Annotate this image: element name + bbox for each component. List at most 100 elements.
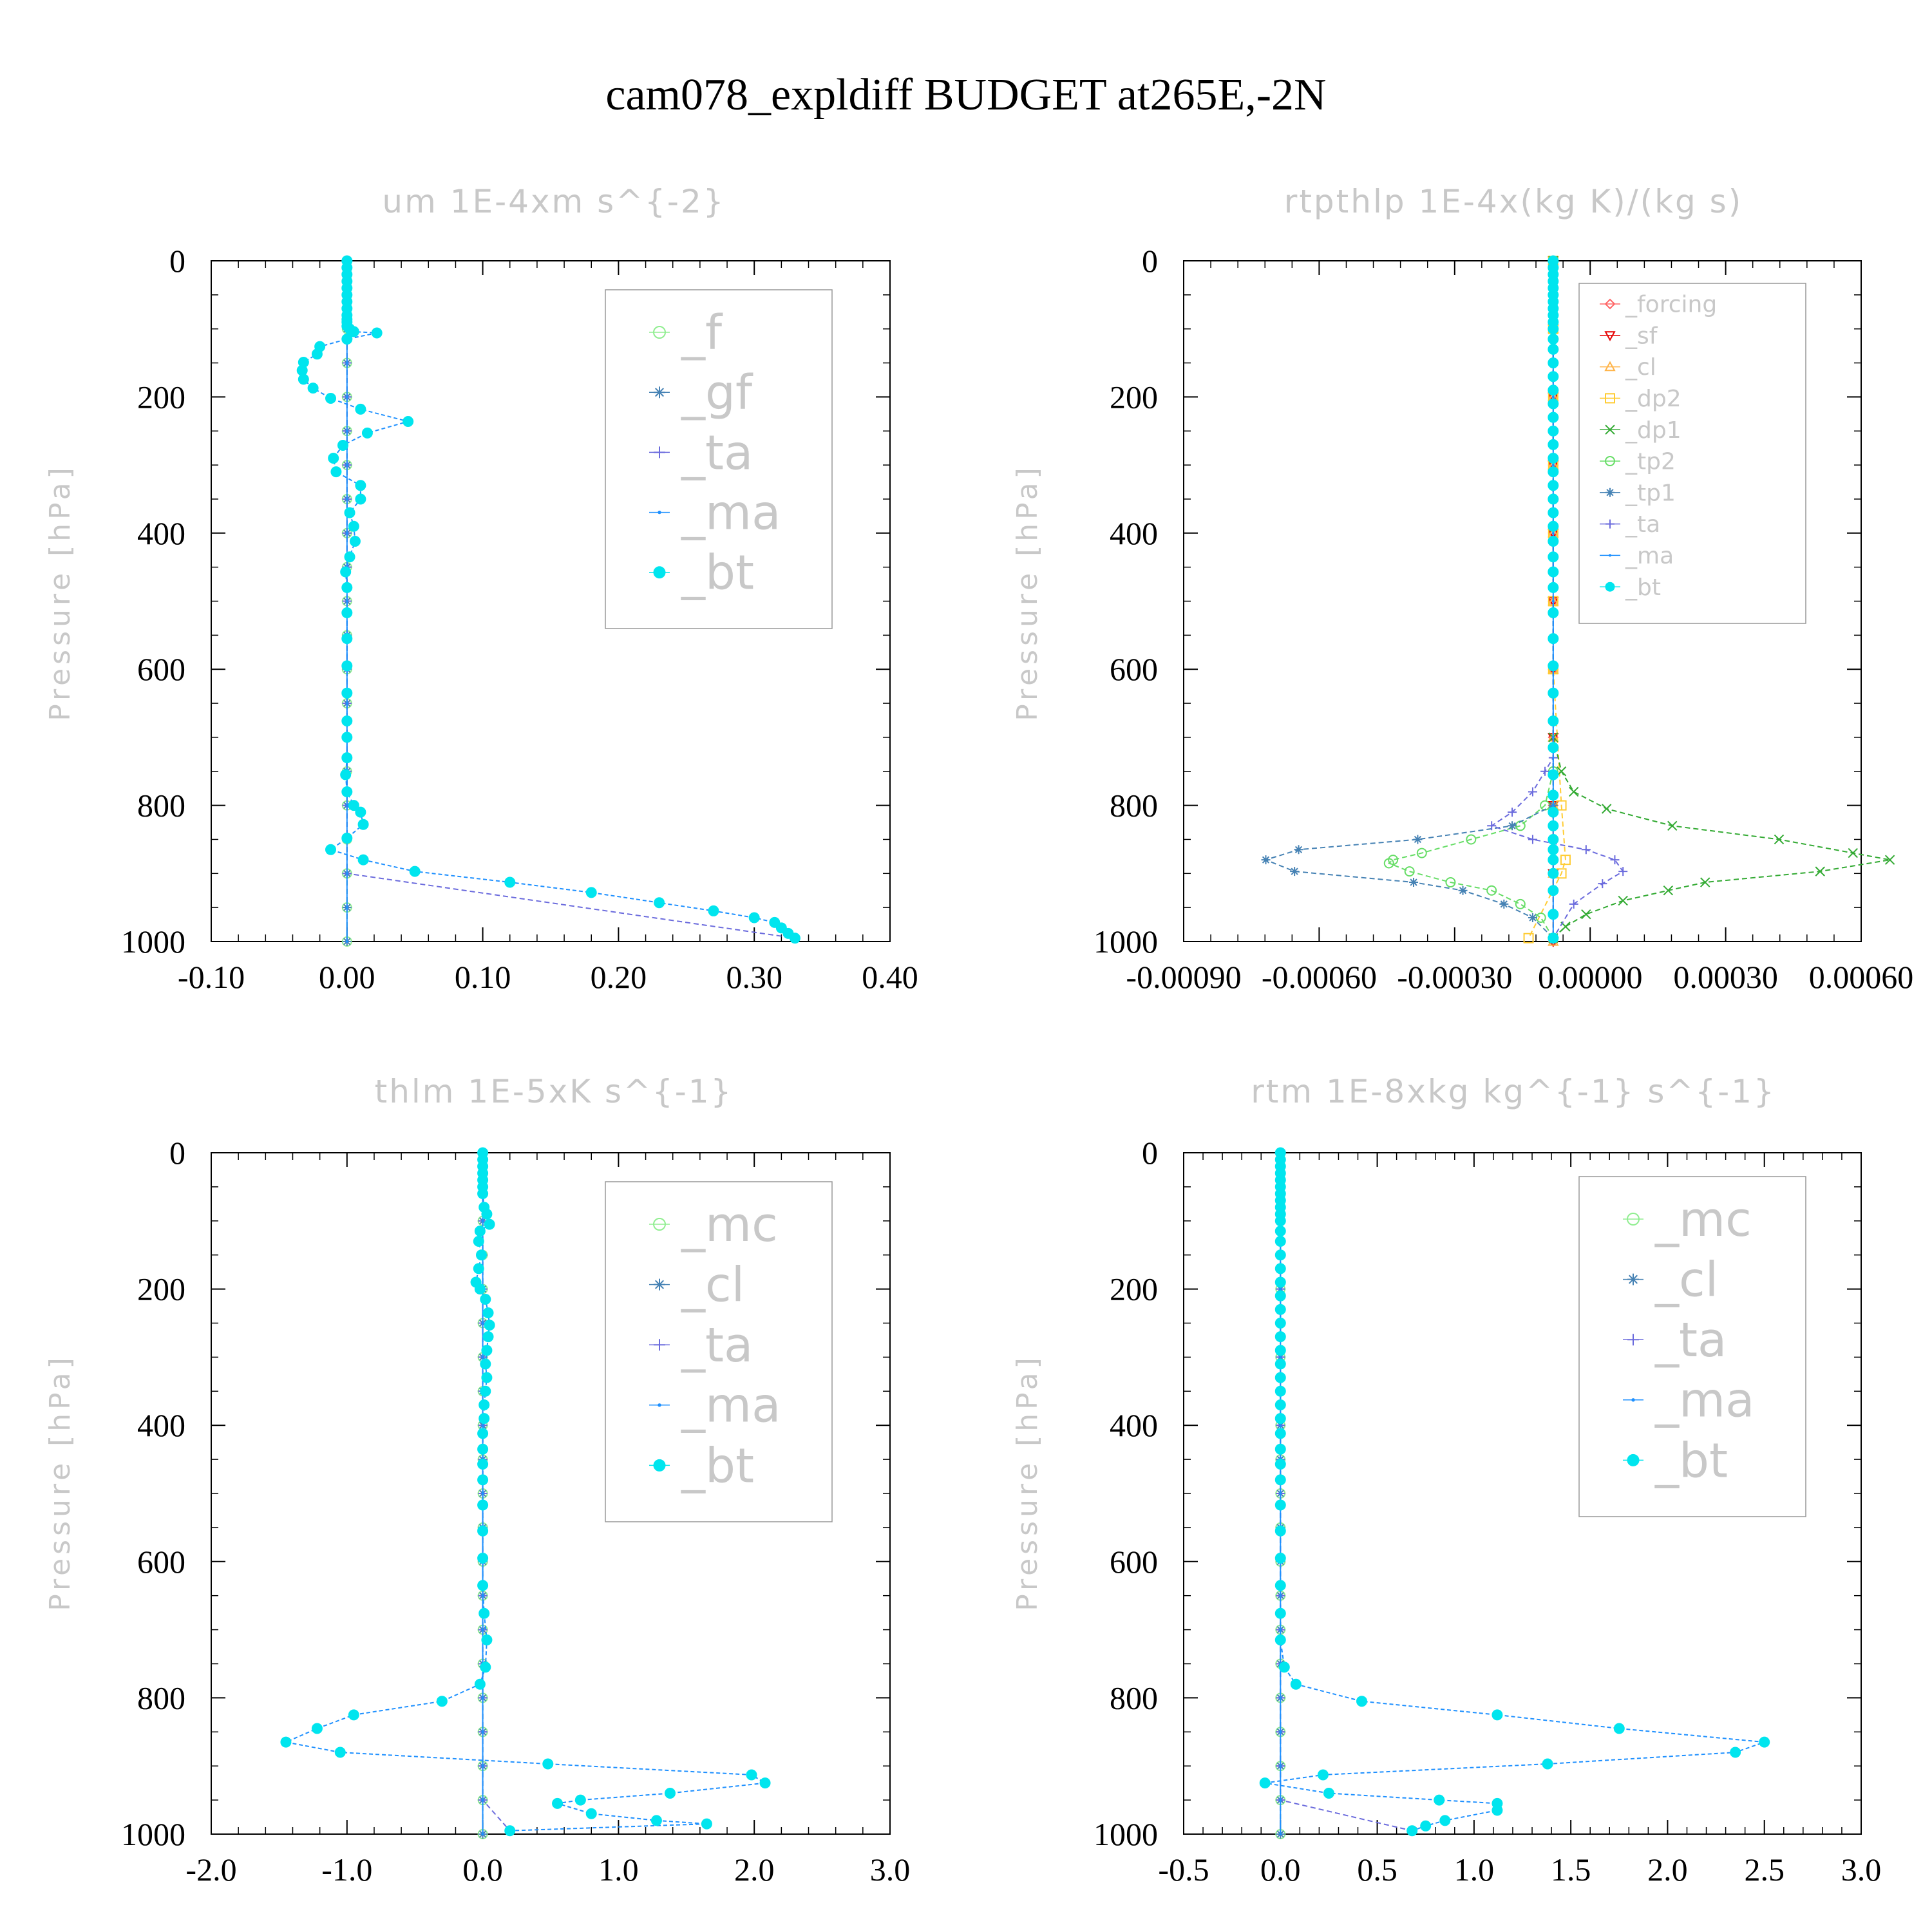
data-point	[1548, 334, 1559, 345]
data-point	[1323, 1788, 1334, 1799]
x-tick-label: -0.00060	[1262, 959, 1377, 995]
legend-label: _ma	[681, 486, 781, 541]
data-point	[1581, 909, 1591, 920]
data-point	[341, 660, 353, 672]
data-point	[341, 633, 353, 645]
data-point	[1439, 1815, 1451, 1826]
data-point	[542, 1758, 554, 1770]
data-point	[1528, 787, 1537, 797]
data-point	[1274, 1345, 1286, 1356]
data-point	[345, 701, 348, 705]
data-point	[1274, 1318, 1286, 1329]
data-point	[1274, 1607, 1286, 1619]
data-point	[1416, 848, 1427, 858]
data-point	[341, 582, 353, 593]
data-point	[1528, 835, 1537, 844]
data-point	[759, 1777, 771, 1789]
series-line	[1264, 261, 1554, 939]
data-point	[1274, 1474, 1286, 1486]
data-point	[1508, 808, 1517, 817]
data-point	[481, 1799, 484, 1802]
legend-label: _ta	[1625, 511, 1660, 538]
legend-marker	[653, 1218, 666, 1231]
legend-box	[605, 289, 833, 629]
data-point	[481, 1765, 484, 1768]
data-point	[481, 1372, 493, 1383]
data-point	[481, 1832, 484, 1836]
legend-label: _bt	[681, 545, 754, 601]
y-tick-label: 1000	[1094, 1816, 1158, 1852]
data-point	[1274, 1372, 1286, 1383]
y-tick-label: 0	[1142, 1135, 1158, 1171]
data-point	[348, 520, 359, 532]
data-point	[1317, 1769, 1329, 1781]
data-point	[1548, 582, 1559, 593]
data-point	[481, 1345, 493, 1356]
data-point	[357, 819, 369, 830]
series-bt	[280, 1147, 771, 1837]
legend-label: _f	[681, 305, 723, 361]
data-point	[1548, 790, 1559, 801]
data-point	[328, 453, 339, 464]
series-line	[1280, 1153, 1412, 1832]
figure-title: cam078_expldiff BUDGET at265E,-2N	[605, 70, 1326, 120]
series-bt	[296, 255, 800, 944]
data-point	[1383, 858, 1394, 869]
data-point	[341, 786, 353, 797]
data-point	[341, 752, 353, 764]
data-point	[1759, 1736, 1770, 1748]
y-tick-label: 400	[137, 1407, 185, 1443]
data-point	[504, 1825, 516, 1837]
panel-rtm: rtm 1E-8xkg kg^{-1} s^{-1} Pressure [hPa…	[1011, 1073, 1881, 1888]
y-tick-label: 1000	[121, 923, 185, 960]
panel-um: um 1E-4xm s^{-2} Pressure [hPa] -0.10 0.0…	[44, 183, 918, 995]
y-tick-label: 800	[137, 788, 185, 824]
data-point	[361, 427, 373, 439]
data-point	[1548, 412, 1559, 423]
data-point	[1569, 899, 1578, 909]
data-point	[1548, 769, 1559, 781]
legend-marker	[1605, 393, 1615, 404]
data-point	[436, 1696, 448, 1707]
data-point	[1261, 855, 1271, 865]
data-point	[1610, 855, 1620, 865]
data-point	[334, 1747, 346, 1758]
data-point	[348, 800, 359, 811]
data-point	[1548, 343, 1559, 355]
data-point	[481, 1634, 493, 1645]
data-point	[552, 1797, 564, 1809]
data-point	[1528, 913, 1537, 923]
legend-marker	[1604, 331, 1616, 341]
data-point	[337, 439, 348, 451]
data-point	[480, 1385, 491, 1397]
data-point	[1466, 834, 1477, 845]
data-point	[748, 912, 760, 923]
y-tick-label: 600	[137, 1544, 185, 1580]
data-point	[1274, 1263, 1286, 1274]
series-line	[1528, 261, 1566, 939]
x-tick-label: 3.0	[1841, 1852, 1882, 1888]
data-point	[341, 607, 353, 618]
data-point	[654, 897, 665, 909]
legend-marker	[1605, 456, 1615, 466]
data-point	[1274, 1331, 1286, 1343]
data-point	[1290, 867, 1300, 876]
x-tick-label: 2.5	[1744, 1852, 1785, 1888]
data-point	[473, 1236, 484, 1247]
data-point	[1535, 913, 1546, 923]
legend: _f_gf_ta _ma_bt	[605, 289, 833, 629]
data-point	[1499, 899, 1509, 909]
data-point	[1274, 1413, 1286, 1425]
data-point	[1274, 1358, 1286, 1370]
data-point	[477, 1525, 489, 1537]
y-tick-label: 800	[1110, 788, 1158, 824]
legend-box	[1578, 283, 1806, 624]
data-point	[480, 1293, 491, 1305]
legend-label: _dp2	[1625, 386, 1681, 412]
data-point	[1486, 885, 1497, 896]
data-point	[482, 1307, 494, 1319]
data-point	[1542, 1758, 1553, 1770]
data-point	[481, 1356, 484, 1359]
data-point	[325, 393, 337, 404]
